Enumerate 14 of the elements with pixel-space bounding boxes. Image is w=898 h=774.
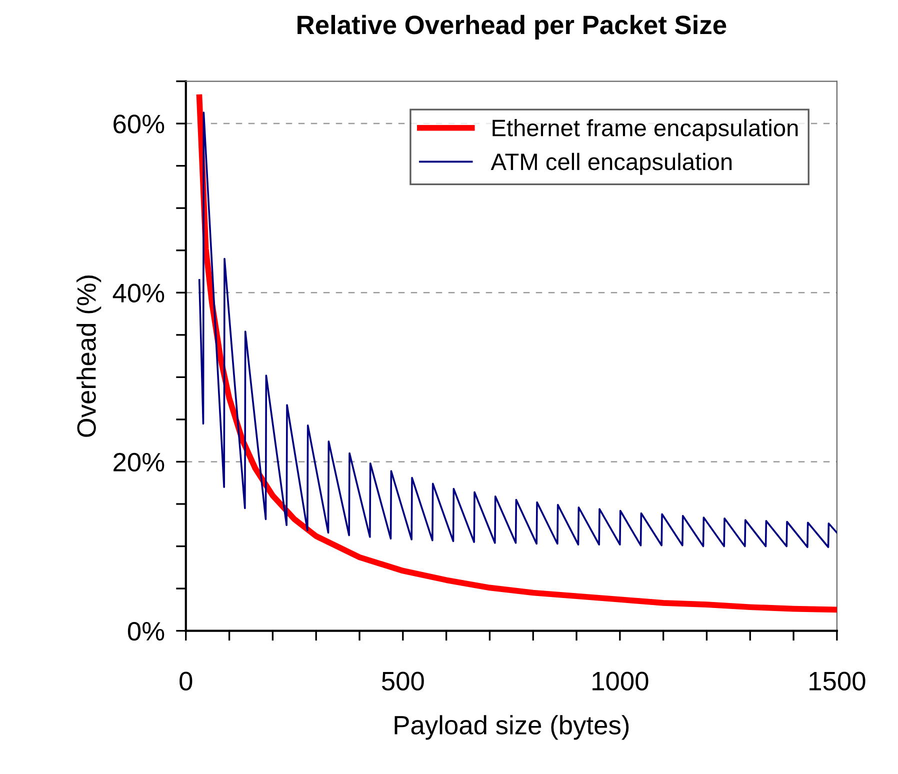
x-tick-label: 0 xyxy=(180,672,192,690)
legend-label: ATM cell encapsulation xyxy=(490,152,732,175)
legend-label: Ethernet frame encapsulation xyxy=(492,119,798,142)
line-series xyxy=(198,112,837,548)
chart-title: Relative Overhead per Packet Size xyxy=(298,14,726,40)
x-tick-label: 500 xyxy=(382,672,424,690)
y-tick-label: 40% xyxy=(112,284,164,302)
x-tick-label: 1000 xyxy=(592,672,648,690)
x-tick-label: 1500 xyxy=(810,672,866,690)
y-tick-label: 60% xyxy=(114,114,164,134)
y-tick-label: 0% xyxy=(128,622,164,641)
y-axis-title: Overhead (%) xyxy=(76,276,102,437)
y-tick-label: 20% xyxy=(114,452,164,472)
x-axis-title: Payload size (bytes) xyxy=(394,715,629,740)
